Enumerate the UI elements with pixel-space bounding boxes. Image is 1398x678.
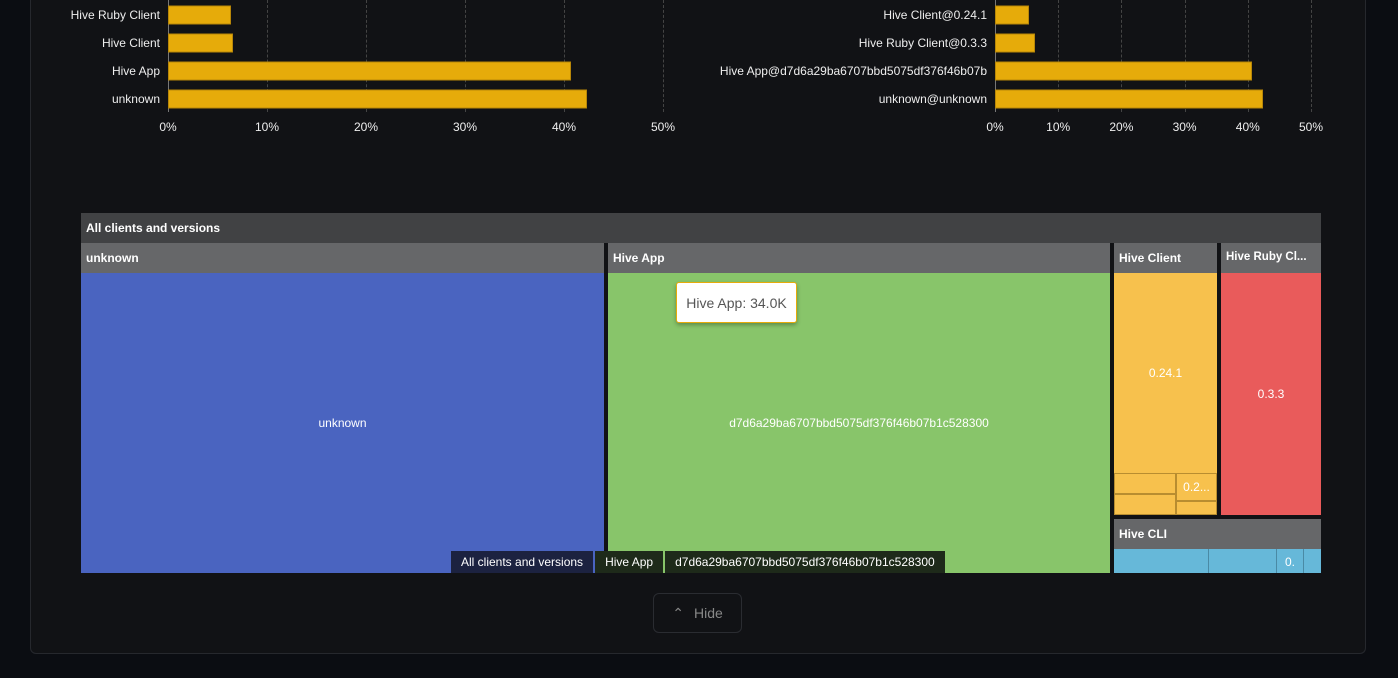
gridline <box>366 0 367 112</box>
gridline <box>267 0 268 112</box>
breadcrumb-hive-app[interactable]: Hive App <box>595 551 666 573</box>
x-tick-label: 20% <box>353 120 379 134</box>
y-tick-label: Hive App <box>111 64 160 78</box>
y-tick-label: Hive Ruby Client <box>70 8 160 22</box>
y-tick-label: unknown@unknown <box>878 92 987 106</box>
y-tick-label: Hive App@d7d6a29ba6707bbd5075df376f46b07… <box>719 64 987 78</box>
bar <box>168 61 571 81</box>
gridline <box>564 0 565 112</box>
chart-clients: 0% 10% 20% 30% 40% 50% Hive Ruby Client Hive Cl… <box>0 0 1360 140</box>
cell-hive-cli[interactable]: 0. <box>1277 549 1304 573</box>
breadcrumb-version[interactable]: d7d6a29ba6707bbd5075df376f46b07b1c528300 <box>665 551 945 573</box>
gridline <box>1247 0 1249 112</box>
x-tick-label: 40% <box>551 120 577 134</box>
gridline <box>663 0 664 112</box>
group-header-hive-ruby-client[interactable]: Hive Ruby Cl... <box>1221 243 1321 273</box>
bar <box>168 89 587 109</box>
cell-hive-cli[interactable] <box>1304 549 1321 573</box>
group-header-hive-app[interactable]: Hive App <box>608 243 1110 273</box>
treemap-tooltip: Hive App: 34.0K <box>676 282 797 323</box>
cell-hive-cli[interactable] <box>1209 549 1277 573</box>
x-tick-label: 10% <box>254 120 280 134</box>
group-header-unknown[interactable]: unknown <box>81 243 604 273</box>
x-tick-label: 20% <box>1109 120 1134 134</box>
x-tick-label: 40% <box>1235 120 1260 134</box>
x-tick-label: 30% <box>1172 120 1197 134</box>
y-tick-label: Hive Ruby Client@0.3.3 <box>858 36 987 50</box>
gridline <box>1058 0 1060 112</box>
bar <box>995 89 1263 109</box>
breadcrumb-root[interactable]: All clients and versions <box>451 551 596 573</box>
y-tick-label: Hive Client@0.24.1 <box>883 8 987 22</box>
y-tick-label: unknown <box>111 92 160 106</box>
group-header-hive-client[interactable]: Hive Client <box>1114 243 1217 273</box>
gridline <box>1121 0 1123 112</box>
chart-client-versions: 0% 10% 20% 30% 40% 50% Hive Client@0.24.1 Hive … <box>0 0 1360 140</box>
bar <box>168 33 234 53</box>
y-tick-label: Hive Client <box>101 36 160 50</box>
cell-unknown[interactable]: unknown <box>81 273 604 573</box>
cell-hive-client-small[interactable] <box>1114 473 1176 494</box>
chevron-up-icon: ⌃ <box>672 604 684 621</box>
x-tick-label: 50% <box>650 120 676 134</box>
x-tick-label: 0% <box>986 120 1004 134</box>
cell-hive-ruby-client-033[interactable]: 0.3.3 <box>1221 273 1321 515</box>
gridline <box>1184 0 1186 112</box>
x-tick-label: 30% <box>452 120 478 134</box>
x-tick-label: 10% <box>1046 120 1071 134</box>
gridline <box>1311 0 1312 112</box>
bar <box>995 33 1035 53</box>
cell-hive-client-small[interactable] <box>1176 501 1217 515</box>
cell-hive-client-0241[interactable]: 0.24.1 <box>1114 273 1217 473</box>
cell-hive-cli[interactable] <box>1114 549 1209 573</box>
cell-hive-client-02[interactable]: 0.2... <box>1176 473 1217 501</box>
bar <box>995 5 1030 25</box>
treemap-root-header[interactable]: All clients and versions <box>81 213 1321 243</box>
x-tick-label: 50% <box>1298 120 1324 134</box>
gridline <box>465 0 466 112</box>
hide-button[interactable]: ⌃ Hide <box>653 593 742 633</box>
y-axis <box>995 0 996 112</box>
cell-hive-client-small[interactable] <box>1114 494 1176 515</box>
cell-hive-app[interactable]: d7d6a29ba6707bbd5075df376f46b07b1c528300 <box>608 273 1110 573</box>
bar <box>995 61 1253 81</box>
y-axis <box>168 0 169 112</box>
group-header-hive-cli[interactable]: Hive CLI <box>1114 519 1321 549</box>
x-tick-label: 0% <box>159 120 177 134</box>
hide-label: Hide <box>693 605 723 621</box>
bar <box>168 5 232 25</box>
breadcrumb: All clients and versions Hive App d7d6a2… <box>451 551 945 573</box>
